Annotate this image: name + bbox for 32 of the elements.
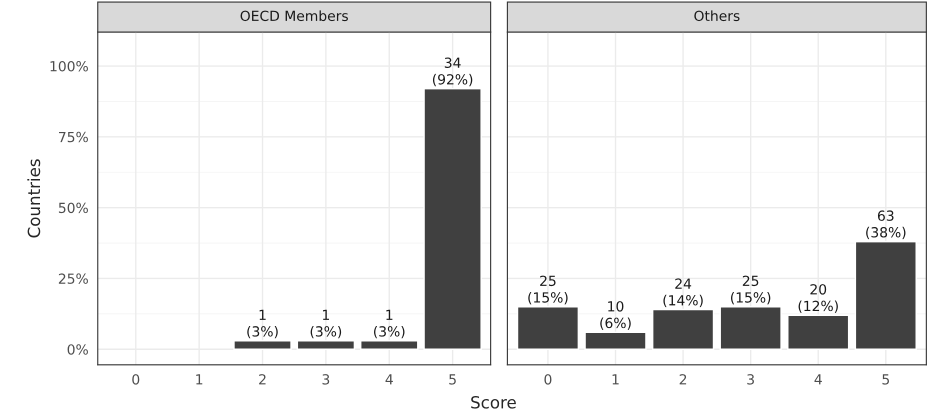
- data-label: 25 (15%): [528, 276, 568, 304]
- y-tick-label: 0%: [68, 344, 88, 355]
- x-tick-label: 5: [882, 374, 890, 385]
- x-tick-label: 0: [132, 374, 140, 385]
- data-label: 25 (15%): [730, 276, 770, 304]
- data-label: 1 (3%): [310, 310, 342, 338]
- x-tick-label: 2: [680, 374, 686, 384]
- bar: [584, 332, 647, 350]
- y-tick-label: 50%: [58, 202, 88, 214]
- y-tick-label: 100%: [50, 60, 88, 72]
- x-tick-label: 4: [814, 374, 822, 384]
- x-tick-label: 5: [449, 374, 456, 385]
- x-tick-label: 3: [747, 374, 754, 385]
- data-label: 63 (38%): [866, 210, 906, 240]
- x-tick-label: 1: [612, 374, 619, 384]
- chart-title: Others: [694, 10, 740, 22]
- y-tick-label: 25%: [58, 273, 88, 284]
- data-label: 34 (92%): [432, 57, 472, 86]
- y-axis-title: Countries: [27, 159, 40, 238]
- data-label: 1 (3%): [247, 310, 278, 338]
- x-tick-label: 2: [259, 374, 266, 384]
- x-tick-label: 4: [386, 374, 393, 384]
- x-tick-label: 0: [544, 374, 552, 385]
- y-tick-label: 75%: [58, 132, 88, 142]
- x-tick-label: 1: [196, 374, 202, 384]
- data-label: 24 (14%): [663, 278, 703, 308]
- x-axis-title: Score: [471, 396, 516, 409]
- data-label: 1 (3%): [374, 310, 404, 338]
- chart-title: OECD Members: [240, 10, 348, 22]
- x-tick-label: 3: [322, 374, 330, 385]
- data-label: 10 (6%): [600, 301, 631, 330]
- data-label: 20 (12%): [798, 284, 838, 313]
